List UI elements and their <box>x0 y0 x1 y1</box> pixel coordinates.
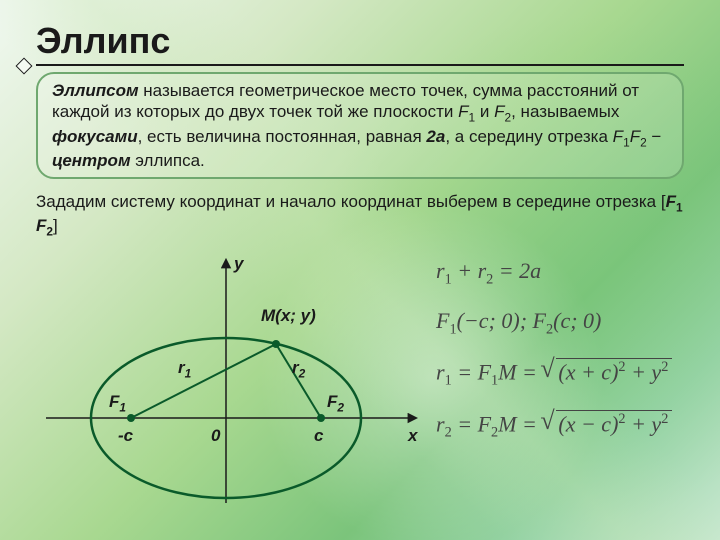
label-zero: 0 <box>211 426 220 446</box>
formula-foci: F1(−c; 0); F2(c; 0) <box>436 308 684 338</box>
label-M: M(x; y) <box>261 306 316 326</box>
r1-line <box>131 344 276 418</box>
label-y: y <box>234 254 243 274</box>
label-r1: r1 <box>178 358 191 380</box>
ellipse-diagram: y x M(x; y) r1 r2 F1 F2 -c 0 c <box>36 248 426 508</box>
formula-r2: r2 = F2M = (x − c)2 + y2 <box>436 410 684 442</box>
title-underline <box>36 64 684 66</box>
point-F1 <box>127 414 135 422</box>
label-plus-c: c <box>314 426 323 446</box>
formulas-block: r1 + r2 = 2a F1(−c; 0); F2(c; 0) r1 = F1… <box>436 248 684 508</box>
system-text: Зададим систему координат и начало коорд… <box>36 191 684 240</box>
page-title: Эллипс <box>36 20 684 62</box>
formula-sum: r1 + r2 = 2a <box>436 258 684 288</box>
label-minus-c: -c <box>118 426 133 446</box>
term-ellipse: Эллипсом <box>52 81 139 100</box>
formula-r1: r1 = F1M = (x + c)2 + y2 <box>436 358 684 390</box>
label-r2: r2 <box>292 358 305 380</box>
term-foci: фокусами <box>52 127 138 146</box>
point-F2 <box>317 414 325 422</box>
label-F1: F1 <box>109 392 126 414</box>
label-F2: F2 <box>327 392 344 414</box>
point-M <box>272 340 280 348</box>
r2-line <box>276 344 321 418</box>
definition-box: Эллипсом называется геометрическое место… <box>36 72 684 179</box>
label-x: x <box>408 426 417 446</box>
term-center: центром <box>52 151 131 170</box>
